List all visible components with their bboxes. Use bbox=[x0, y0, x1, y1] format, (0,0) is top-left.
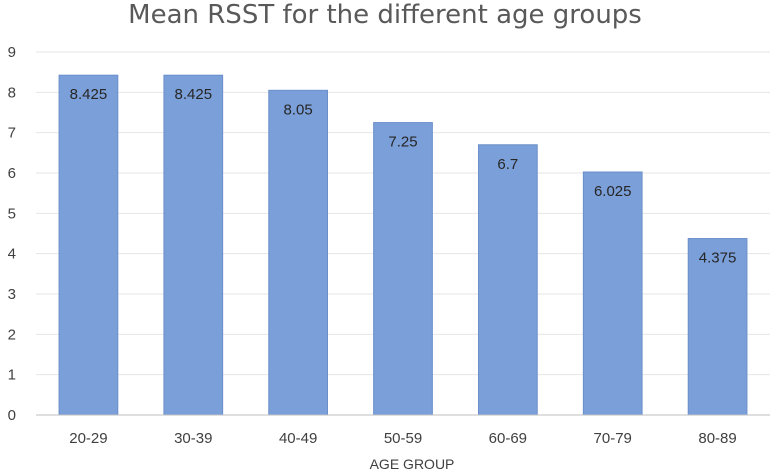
x-tick-label-20-29: 20-29 bbox=[69, 430, 107, 447]
y-tick-label: 7 bbox=[8, 125, 16, 142]
data-label-40-49: 8.05 bbox=[284, 101, 313, 118]
y-tick-label: 2 bbox=[8, 326, 16, 343]
y-axis-ticks: 0 1 2 3 4 5 6 7 8 9 bbox=[8, 44, 16, 424]
bar-70-79 bbox=[582, 171, 643, 416]
y-tick-label: 0 bbox=[8, 407, 16, 424]
chart-title: Mean RSST for the different age groups bbox=[128, 0, 642, 30]
x-axis-title: AGE GROUP bbox=[370, 456, 455, 470]
x-tick-label-30-39: 30-39 bbox=[174, 430, 212, 447]
x-tick-label-80-89: 80-89 bbox=[698, 430, 736, 447]
data-label-70-79: 6.025 bbox=[594, 183, 632, 200]
y-tick-label: 9 bbox=[8, 44, 16, 61]
y-tick-label: 8 bbox=[8, 84, 16, 101]
x-tick-label-40-49: 40-49 bbox=[279, 430, 317, 447]
data-label-30-39: 8.425 bbox=[175, 86, 213, 103]
x-tick-label-50-59: 50-59 bbox=[384, 430, 422, 447]
data-labels: 8.425 8.425 8.05 7.25 6.7 6.025 4.375 bbox=[70, 86, 737, 266]
y-tick-label: 1 bbox=[8, 367, 16, 384]
y-tick-label: 4 bbox=[8, 246, 16, 263]
data-label-80-89: 4.375 bbox=[699, 250, 737, 267]
y-tick-label: 6 bbox=[8, 165, 16, 182]
y-tick-label: 3 bbox=[8, 286, 16, 303]
bar-80-89 bbox=[687, 238, 748, 416]
bar-20-29 bbox=[58, 74, 119, 416]
bar-50-59 bbox=[373, 122, 433, 416]
y-tick-label: 5 bbox=[8, 205, 16, 222]
x-tick-label-60-69: 60-69 bbox=[489, 430, 527, 447]
data-label-50-59: 7.25 bbox=[388, 134, 417, 151]
bar-30-39 bbox=[163, 74, 224, 416]
x-tick-label-70-79: 70-79 bbox=[594, 430, 632, 447]
bars bbox=[58, 74, 748, 416]
bar-60-69 bbox=[477, 144, 538, 416]
x-axis-ticks: 20-29 30-39 40-49 50-59 60-69 70-79 80-89 bbox=[69, 430, 737, 447]
data-label-20-29: 8.425 bbox=[70, 86, 108, 103]
bar-40-49 bbox=[268, 89, 329, 416]
data-label-60-69: 6.7 bbox=[497, 156, 518, 173]
